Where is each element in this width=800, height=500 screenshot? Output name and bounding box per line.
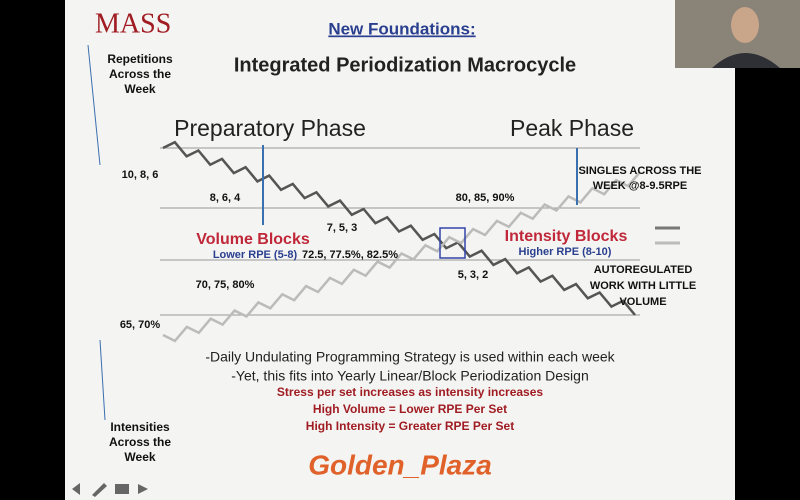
rpe: Higher RPE (8-10) [519, 246, 612, 258]
label: WORK WITH LITTLE [590, 280, 696, 292]
pen-button[interactable] [92, 483, 107, 497]
heading: New Foundations: [328, 19, 475, 38]
prev-button[interactable] [72, 483, 80, 495]
watermark: Golden_Plaza [308, 449, 492, 480]
rpe: Lower RPE (5-8) [213, 249, 298, 261]
intensity-line [162, 171, 641, 343]
note: -Daily Undulating Programming Strategy i… [205, 349, 615, 365]
label: AUTOREGULATED [594, 264, 693, 276]
toolbar [72, 483, 148, 497]
emphasis: Stress per set increases as intensity in… [277, 385, 543, 433]
label: VOLUME [619, 296, 666, 308]
note: High Intensity = Greater RPE Per Set [306, 419, 514, 433]
phase: Peak Phase [510, 115, 634, 141]
label: 65, 70% [120, 319, 161, 331]
label: 70, 75, 80% [196, 279, 255, 291]
label: Week [124, 82, 155, 96]
label: 80, 85, 90% [456, 192, 515, 204]
side-labels: Repetitions Across the Week Intensities … [107, 52, 173, 464]
label: WEEK @8-9.5RPE [593, 180, 687, 192]
phase: Preparatory Phase [174, 115, 366, 141]
note: Stress per set increases as intensity in… [277, 385, 543, 399]
logo: MASS [95, 8, 171, 39]
label: SINGLES ACROSS THE [578, 165, 701, 177]
label: Across the [109, 67, 171, 81]
label: Across the [109, 435, 171, 449]
next-button[interactable] [138, 484, 148, 494]
webcam-face [731, 7, 759, 43]
label: Intensities [110, 420, 170, 434]
block: Intensity Blocks [505, 228, 628, 245]
block: Volume Blocks [196, 231, 310, 248]
markers [87, 44, 578, 421]
menu-button[interactable] [115, 484, 129, 494]
label: 5, 3, 2 [458, 269, 489, 281]
note: High Volume = Lower RPE Per Set [313, 402, 507, 416]
label: 10, 8, 6 [122, 169, 159, 181]
values: 10, 8, 6 8, 6, 4 7, 5, 3 5, 3, 2 65, 70%… [120, 165, 702, 331]
slide [65, 0, 735, 500]
note: -Yet, this fits into Yearly Linear/Block… [231, 368, 588, 384]
label: Repetitions [107, 52, 173, 66]
label: Week [124, 450, 155, 464]
title: Integrated Periodization Macrocycle [234, 54, 576, 76]
label: 72.5, 77.5%, 82.5% [302, 249, 398, 261]
label: 7, 5, 3 [327, 222, 358, 234]
webcam-body [712, 53, 780, 68]
reps-line [162, 140, 636, 316]
label: 8, 6, 4 [210, 192, 241, 204]
